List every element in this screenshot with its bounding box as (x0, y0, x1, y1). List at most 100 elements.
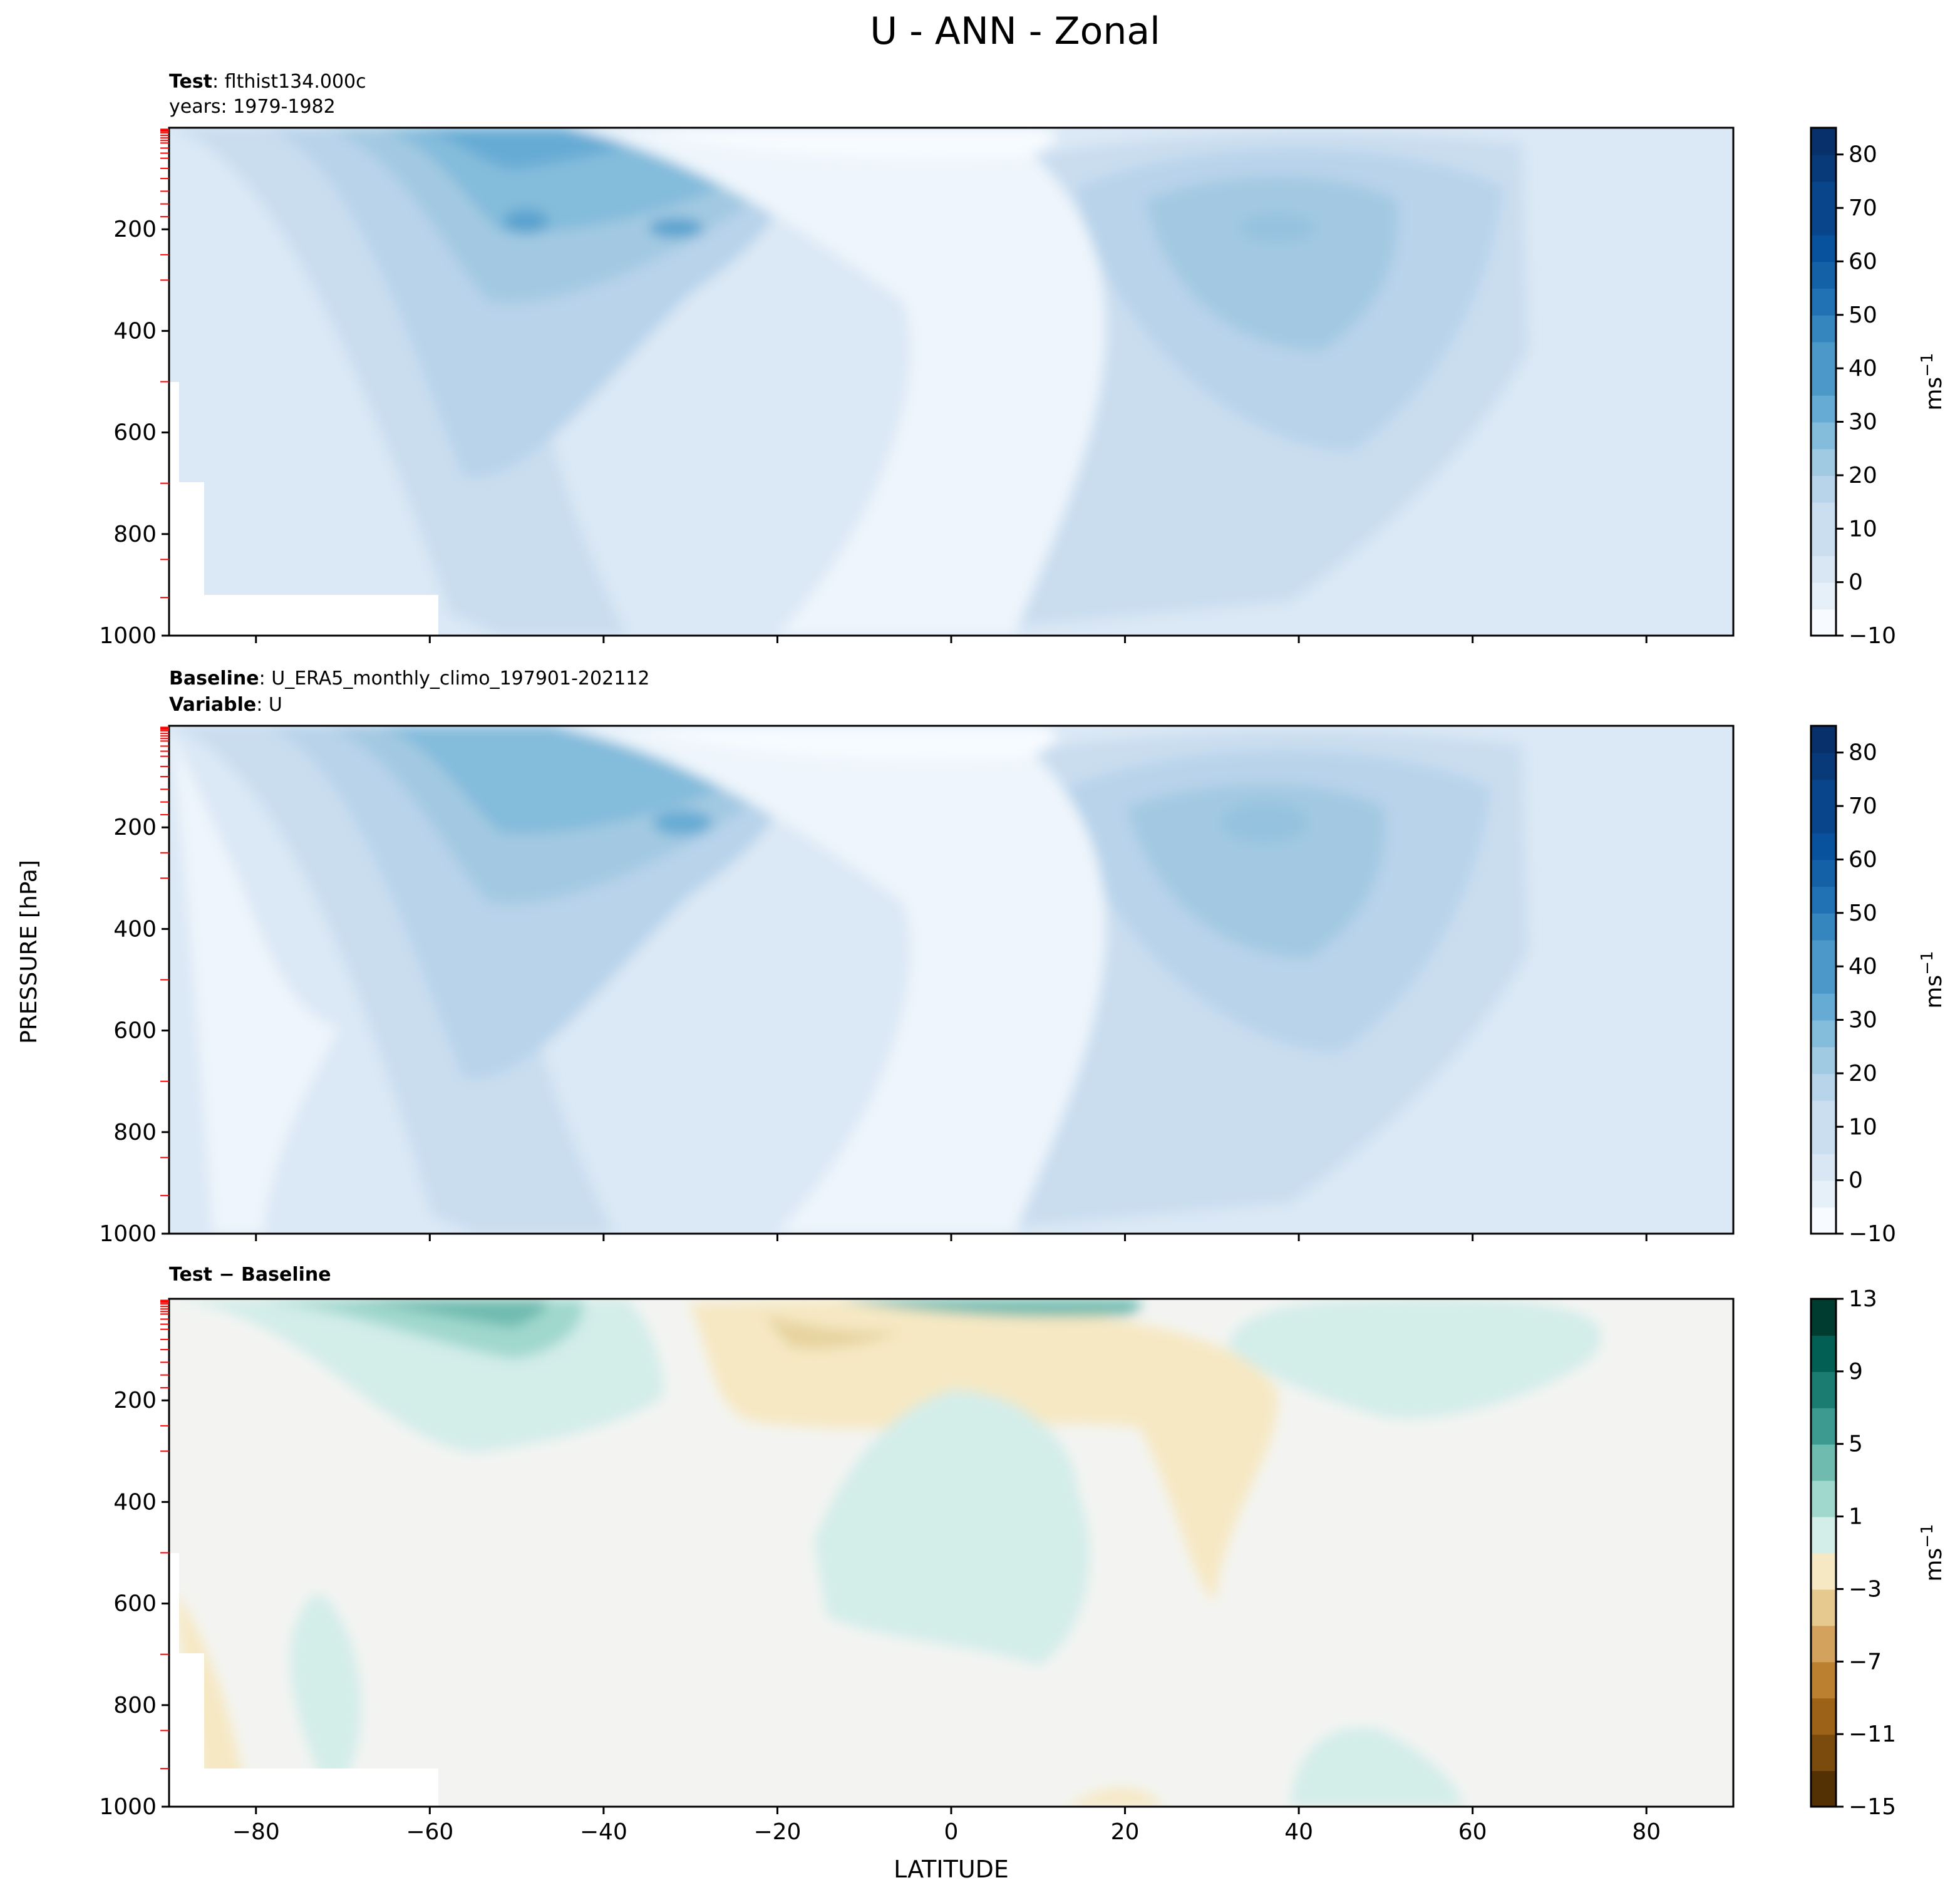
colorbar-swatch (1811, 1020, 1836, 1048)
colorbar-swatch (1811, 832, 1836, 860)
colorbar: −10 0 10 20 30 40 50 60 70 80 ms−1 (1810, 126, 1947, 649)
colorbar-swatch (1811, 1443, 1836, 1481)
colorbar-swatch (1811, 582, 1836, 610)
y-axis: 200 400 600 800 1000 (99, 1299, 169, 1820)
x-tick-label: 20 (1111, 1819, 1140, 1845)
y-tick-label: 400 (113, 916, 157, 942)
colorbar-swatch (1811, 726, 1836, 753)
colorbar-swatch (1811, 1698, 1836, 1735)
x-tick-label: −20 (753, 1819, 801, 1845)
colorbar-swatch (1811, 288, 1836, 316)
colorbar-swatch (1811, 1180, 1836, 1208)
colorbar-swatch (1811, 609, 1836, 636)
y-tick-label: 800 (113, 522, 157, 547)
colorbar-tick-label: 20 (1849, 463, 1877, 488)
colorbar-swatch (1811, 128, 1836, 155)
y-axis: 200 400 600 800 1000 (99, 726, 169, 1247)
colorbar-tick-label: 70 (1849, 195, 1877, 221)
colorbar-tick-label: −11 (1849, 1722, 1896, 1747)
x-tick-label: 40 (1284, 1819, 1313, 1845)
colorbar-units: ms−1 (1918, 951, 1947, 1008)
colorbar-swatch (1811, 993, 1836, 1021)
polar-easterly (169, 726, 338, 1234)
colorbar-tick-label: 40 (1849, 356, 1877, 381)
colorbar-swatch (1811, 421, 1836, 450)
colorbar-swatch (1811, 368, 1836, 396)
colorbar-tick-label: 5 (1849, 1432, 1863, 1457)
colorbar-tick-label: 60 (1849, 847, 1877, 872)
jet-core-sh-a (503, 209, 549, 234)
colorbar-tick-label: 1 (1849, 1504, 1863, 1530)
jet-core-sh-b (649, 218, 704, 238)
colorbar-swatch (1811, 181, 1836, 209)
colorbar-swatch (1811, 502, 1836, 530)
colorbar-tick-label: 0 (1849, 1168, 1863, 1194)
y-axis: 200 400 600 800 1000 (99, 128, 169, 649)
x-tick-label: 0 (944, 1819, 959, 1845)
colorbar-tick-label: −10 (1849, 1221, 1896, 1247)
negative-sfc-sh (175, 1591, 250, 1807)
colorbar-units: ms−1 (1918, 1524, 1947, 1581)
colorbar-swatch (1811, 912, 1836, 941)
colorbar-swatch (1811, 966, 1836, 994)
panel-difference-label: Test − Baseline (169, 1264, 331, 1286)
colorbar-swatch (1811, 1335, 1836, 1372)
x-tick-label: 60 (1458, 1819, 1487, 1845)
colorbar-swatch (1811, 529, 1836, 556)
tropical-easterly (551, 726, 1106, 1234)
colorbar-tick-label: 10 (1849, 516, 1877, 542)
colorbar-swatch (1811, 1046, 1836, 1074)
colorbar-swatch (1811, 314, 1836, 343)
contour-40 (376, 128, 726, 233)
colorbar-tick-label: 10 (1849, 1114, 1877, 1140)
colorbar-swatch (1811, 1589, 1836, 1626)
colorbar-tick-label: −15 (1849, 1794, 1896, 1820)
panel-baseline-label: Baseline: U_ERA5_monthly_climo_197901-20… (169, 668, 649, 689)
colorbar-frame (1810, 1298, 1837, 1808)
colorbar-tick-label: 40 (1849, 954, 1877, 979)
y-tick-label: 800 (113, 1120, 157, 1145)
colorbar-swatch (1811, 1371, 1836, 1408)
orography-mask (169, 382, 438, 636)
jet-core-nh (1221, 802, 1309, 844)
y-tick-label: 600 (113, 420, 157, 446)
colorbar-swatch (1811, 1207, 1836, 1234)
colorbar-swatch (1811, 1480, 1836, 1517)
x-tick-label: −60 (406, 1819, 453, 1845)
colorbar-swatch (1811, 1770, 1836, 1807)
panel-baseline-label-bold: Baseline (169, 668, 259, 689)
colorbar-tick-label: 70 (1849, 793, 1877, 819)
colorbar-tick-label: 30 (1849, 1008, 1877, 1033)
colorbar-tick-label: 80 (1849, 142, 1877, 168)
colorbar-swatch (1811, 234, 1836, 262)
contour-field-baseline (169, 726, 1733, 1234)
contour-40 (376, 726, 726, 834)
x-tick-label: −40 (580, 1819, 627, 1845)
panel-baseline-variable-bold: Variable (169, 694, 256, 716)
colorbar-frame (1810, 725, 1837, 1235)
contour-45 (413, 128, 658, 169)
y-tick-label: 1000 (99, 1794, 157, 1820)
colorbar-tick-label: 9 (1849, 1359, 1863, 1385)
colorbar-units: ms−1 (1918, 353, 1947, 410)
panel-baseline-label-text: : U_ERA5_monthly_climo_197901-202112 (259, 668, 650, 689)
panel-test-label-bold: Test (169, 71, 212, 93)
colorbar-tick-label: 60 (1849, 249, 1877, 274)
colorbar-swatch (1811, 1552, 1836, 1590)
x-axis: −80 −60 −40 −20 0 20 40 60 80 (232, 1807, 1661, 1845)
x-tick-label: 80 (1632, 1819, 1661, 1845)
y-tick-label: 1000 (99, 623, 157, 649)
positive-eq-strat (839, 1299, 1142, 1317)
colorbar-swatch (1811, 1153, 1836, 1181)
y-tick-label: 1000 (99, 1221, 157, 1247)
y-tick-label: 600 (113, 1591, 157, 1617)
colorbar-frame (1810, 126, 1837, 637)
colorbar-tick-label: 30 (1849, 410, 1877, 435)
colorbar: −15 −11 −7 −3 1 5 9 13 ms−1 (1810, 1286, 1947, 1820)
colorbar-swatch (1811, 1073, 1836, 1101)
colorbar-swatch (1811, 752, 1836, 780)
colorbar-swatch (1811, 448, 1836, 476)
colorbar-swatch (1811, 1127, 1836, 1154)
colorbar-swatch (1811, 779, 1836, 807)
